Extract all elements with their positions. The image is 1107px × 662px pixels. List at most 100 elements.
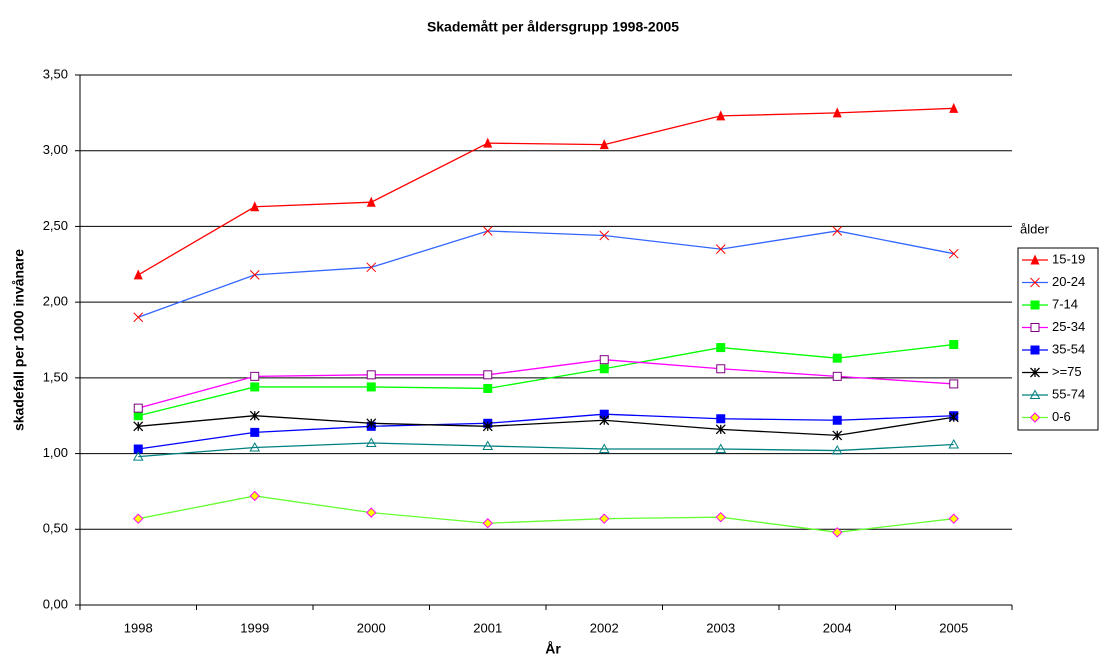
marker [249, 490, 260, 502]
marker [715, 443, 727, 454]
marker [133, 513, 144, 524]
series-line [138, 442, 954, 458]
marker [1029, 389, 1041, 399]
marker [949, 102, 959, 113]
series-line [138, 413, 954, 450]
marker [482, 440, 494, 450]
marker [599, 139, 609, 150]
marker [716, 364, 726, 374]
marker [133, 421, 144, 432]
marker [133, 312, 144, 323]
marker [483, 137, 493, 148]
marker [1030, 323, 1040, 332]
marker [365, 437, 377, 447]
marker [948, 438, 960, 449]
marker [133, 269, 143, 280]
marker [599, 230, 610, 241]
marker [1030, 254, 1040, 265]
x-tick-label: 2004 [823, 620, 852, 635]
legend-label: 20-24 [1052, 274, 1085, 289]
legend-label: 55-74 [1052, 386, 1085, 401]
legend-label: 7-14 [1052, 296, 1078, 311]
series [133, 355, 959, 413]
marker [250, 201, 260, 212]
legend-label: 25-34 [1052, 319, 1085, 334]
series [133, 490, 959, 538]
marker [716, 414, 726, 424]
series [133, 340, 959, 421]
marker [366, 196, 376, 207]
marker [715, 424, 726, 435]
y-tick-label: 1,00 [43, 445, 68, 460]
marker [133, 444, 143, 454]
marker [366, 262, 377, 273]
marker [948, 248, 959, 259]
marker [249, 270, 260, 280]
marker [133, 403, 143, 413]
y-tick-label: 1,50 [43, 369, 68, 384]
y-tick-label: 0,00 [43, 596, 68, 611]
marker [716, 343, 726, 353]
marker [250, 371, 260, 381]
marker [366, 382, 376, 392]
x-tick-label: 1999 [240, 620, 269, 635]
series-line [138, 359, 954, 409]
marker [366, 370, 376, 380]
marker [1029, 412, 1041, 423]
marker [832, 353, 842, 363]
y-tick-label: 0,50 [43, 521, 68, 536]
marker [832, 107, 842, 118]
y-axis-title: skadefall per 1000 invånare [11, 249, 27, 431]
marker [831, 445, 843, 455]
series [133, 102, 959, 280]
marker [366, 418, 377, 429]
marker [1030, 345, 1040, 355]
marker [949, 379, 959, 389]
marker [1030, 300, 1040, 310]
series [132, 437, 960, 461]
marker [366, 507, 377, 518]
marker [482, 421, 493, 432]
series [133, 410, 959, 441]
marker [1030, 367, 1040, 378]
marker [832, 430, 843, 441]
series [133, 226, 959, 323]
marker [832, 226, 843, 236]
series-line [138, 495, 954, 533]
series-line [138, 415, 954, 437]
marker [832, 527, 843, 538]
legend-label: 15-19 [1052, 251, 1085, 266]
x-tick-label: 2003 [706, 620, 735, 635]
series-line [137, 107, 954, 276]
legend-title: ålder [1020, 221, 1050, 236]
marker [483, 370, 493, 380]
x-tick-label: 1998 [124, 620, 153, 635]
y-tick-label: 3,00 [43, 142, 68, 157]
x-axis-title: År [545, 641, 561, 657]
marker [832, 415, 842, 425]
marker [598, 443, 610, 454]
marker [948, 513, 959, 524]
x-tick-label: 2001 [473, 620, 502, 635]
marker [949, 340, 959, 350]
marker [599, 415, 610, 426]
chart-title: Skademått per åldersgrupp 1998-2005 [427, 19, 679, 35]
marker [599, 513, 610, 524]
marker [1030, 277, 1040, 288]
marker [249, 410, 260, 421]
legend-label: >=75 [1052, 364, 1082, 379]
x-tick-label: 2000 [357, 620, 386, 635]
marker [483, 383, 493, 393]
series-line [138, 343, 954, 417]
series-line [138, 230, 954, 318]
y-tick-label: 2,00 [43, 294, 68, 309]
marker [948, 412, 959, 423]
marker [482, 518, 493, 529]
marker [249, 441, 261, 452]
legend-label: 35-54 [1052, 341, 1085, 356]
y-tick-label: 3,50 [43, 66, 68, 81]
marker [482, 226, 493, 236]
marker [132, 451, 144, 461]
marker [715, 244, 726, 254]
